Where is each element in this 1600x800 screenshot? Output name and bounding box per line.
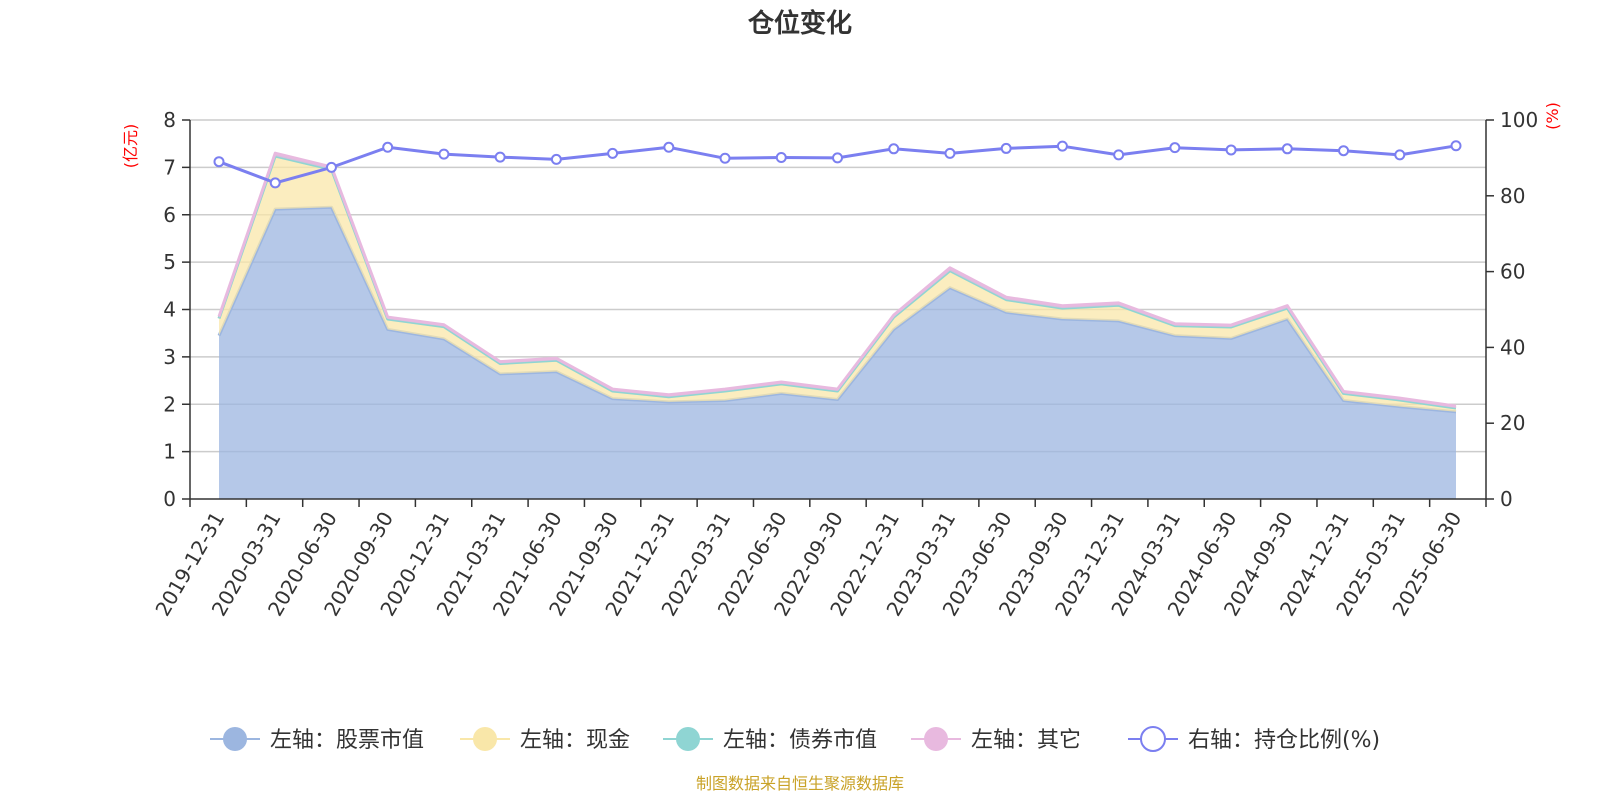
left-tick-label: 6 — [163, 203, 176, 227]
ratio-point — [719, 152, 731, 164]
right-tick-label: 60 — [1500, 260, 1525, 284]
ratio-point — [1113, 149, 1125, 161]
holding-ratio-line — [213, 140, 1462, 189]
ratio-point — [438, 148, 450, 160]
left-tick-label: 1 — [163, 440, 176, 464]
ratio-point — [1169, 142, 1181, 154]
right-tick-label: 40 — [1500, 335, 1525, 359]
ratio-point — [944, 147, 956, 159]
ratio-point — [607, 147, 619, 159]
right-axis-unit: (%) — [1543, 102, 1562, 130]
ratio-point — [325, 161, 337, 173]
legend-marker — [223, 727, 247, 751]
legend-marker — [924, 727, 948, 751]
ratio-point — [550, 153, 562, 165]
legend-marker — [1140, 726, 1166, 752]
ratio-point — [494, 151, 506, 163]
legend-label: 左轴：现金 — [520, 728, 630, 753]
left-tick-label: 0 — [163, 487, 176, 511]
ratio-point — [1000, 142, 1012, 154]
area-edge-左轴：其它 — [217, 151, 1457, 408]
ratio-point — [1225, 144, 1237, 156]
legend-marker — [676, 727, 700, 751]
ratio-point — [832, 152, 843, 164]
right-tick-label: 0 — [1500, 487, 1513, 511]
legend-label: 右轴：持仓比例(%) — [1188, 728, 1380, 753]
ratio-point — [1394, 149, 1406, 161]
left-tick-label: 8 — [163, 108, 176, 132]
ratio-point — [1450, 140, 1462, 152]
left-tick-label: 5 — [163, 250, 176, 274]
source-note: 制图数据来自恒生聚源数据库 — [696, 774, 904, 793]
legend: 左轴：股票市值 左轴：现金 左轴：债券市值 左轴：其它 右轴：持仓比例(%) — [210, 726, 1380, 753]
ratio-point — [775, 152, 787, 164]
ratio-point — [269, 177, 281, 189]
area-左轴：股票市值 — [219, 207, 1456, 499]
ratio-point — [213, 156, 225, 168]
right-tick-label: 100 — [1500, 108, 1538, 132]
left-tick-label: 3 — [163, 345, 176, 369]
ratio-point — [663, 141, 675, 153]
stacked-areas — [217, 151, 1457, 499]
right-tick-label: 20 — [1500, 411, 1525, 435]
ratio-point — [1281, 143, 1293, 155]
ratio-point — [382, 141, 394, 153]
ratio-point — [1338, 145, 1350, 157]
left-axis-unit: (亿元) — [121, 124, 140, 169]
left-tick-label: 4 — [163, 298, 176, 322]
legend-label: 左轴：债券市值 — [723, 728, 877, 753]
right-tick-label: 80 — [1500, 184, 1525, 208]
chart-title: 仓位变化 — [747, 8, 852, 39]
ratio-line-path — [218, 144, 1457, 185]
left-tick-label: 2 — [163, 392, 176, 416]
ratio-point — [888, 143, 900, 155]
left-tick-label: 7 — [163, 155, 176, 179]
legend-label: 左轴：股票市值 — [270, 728, 424, 753]
legend-label: 左轴：其它 — [971, 728, 1081, 753]
ratio-point — [1056, 140, 1068, 152]
legend-marker — [473, 727, 497, 751]
